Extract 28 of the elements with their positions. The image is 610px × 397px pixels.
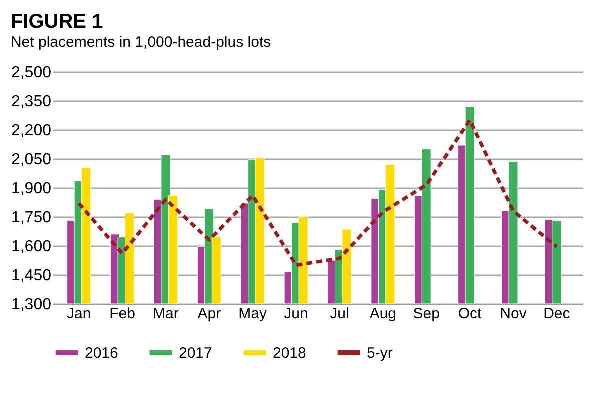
- line-series: [77, 118, 559, 268]
- x-tick-label: Feb: [110, 306, 136, 322]
- x-tick-label: Jul: [330, 306, 350, 322]
- x-tick-label: Jan: [66, 306, 92, 322]
- y-tick-label: 1,750: [11, 210, 52, 226]
- y-tick-label: 2,500: [11, 64, 52, 82]
- y-tick-label: 1,900: [11, 180, 52, 198]
- y-tick-label: 2,050: [11, 152, 52, 168]
- x-tick-label: Nov: [500, 306, 528, 322]
- y-tick-label: 2,350: [11, 94, 52, 110]
- x-tick-label: Dec: [544, 306, 571, 322]
- legend-label: 2018: [273, 345, 306, 362]
- y-tick-label: 1,450: [11, 268, 52, 284]
- x-tick-label: Aug: [370, 306, 397, 322]
- legend-label: 2016: [85, 345, 118, 362]
- x-tick-label: Jun: [284, 306, 308, 322]
- chart-subtitle: Net placements in 1,000-head-plus lots: [10, 34, 272, 51]
- x-tick-label: May: [238, 306, 268, 322]
- y-tick-label: 1,600: [11, 238, 52, 256]
- x-tick-label: Sep: [413, 306, 440, 322]
- y-tick-label: 1,300: [11, 296, 52, 314]
- x-tick-label: Mar: [153, 306, 179, 322]
- legend-label: 5-yr: [367, 345, 393, 362]
- chart-title: FIGURE 1: [10, 11, 104, 33]
- y-tick-label: 2,200: [11, 122, 52, 140]
- legend-label: 2017: [179, 345, 212, 362]
- x-tick-label: Apr: [198, 306, 222, 322]
- x-tick-label: Oct: [458, 306, 483, 322]
